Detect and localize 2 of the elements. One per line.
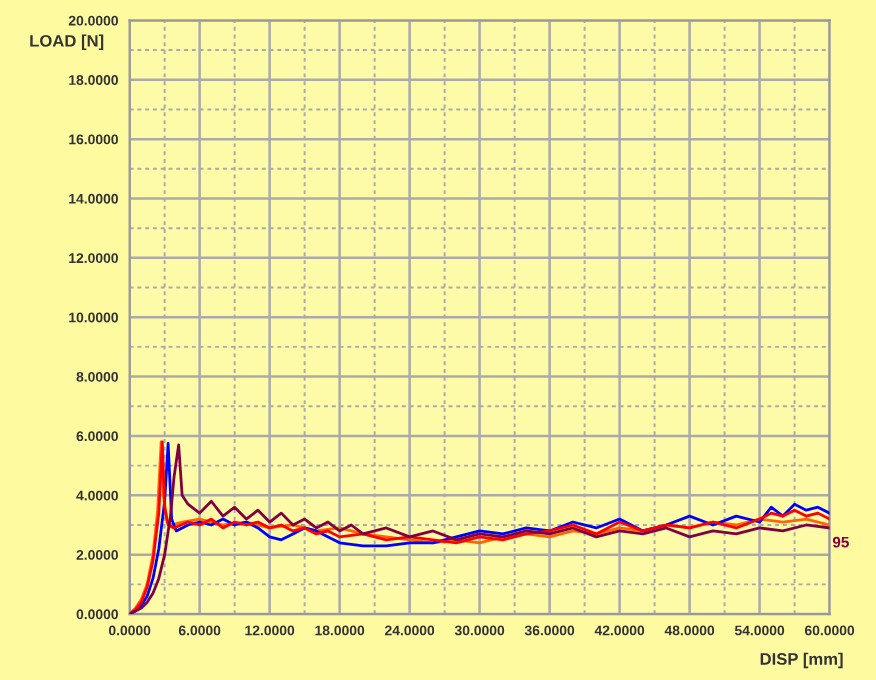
y-axis-title: LOAD [N] [30, 34, 104, 51]
x-axis-title: DISP [mm] [760, 652, 843, 669]
